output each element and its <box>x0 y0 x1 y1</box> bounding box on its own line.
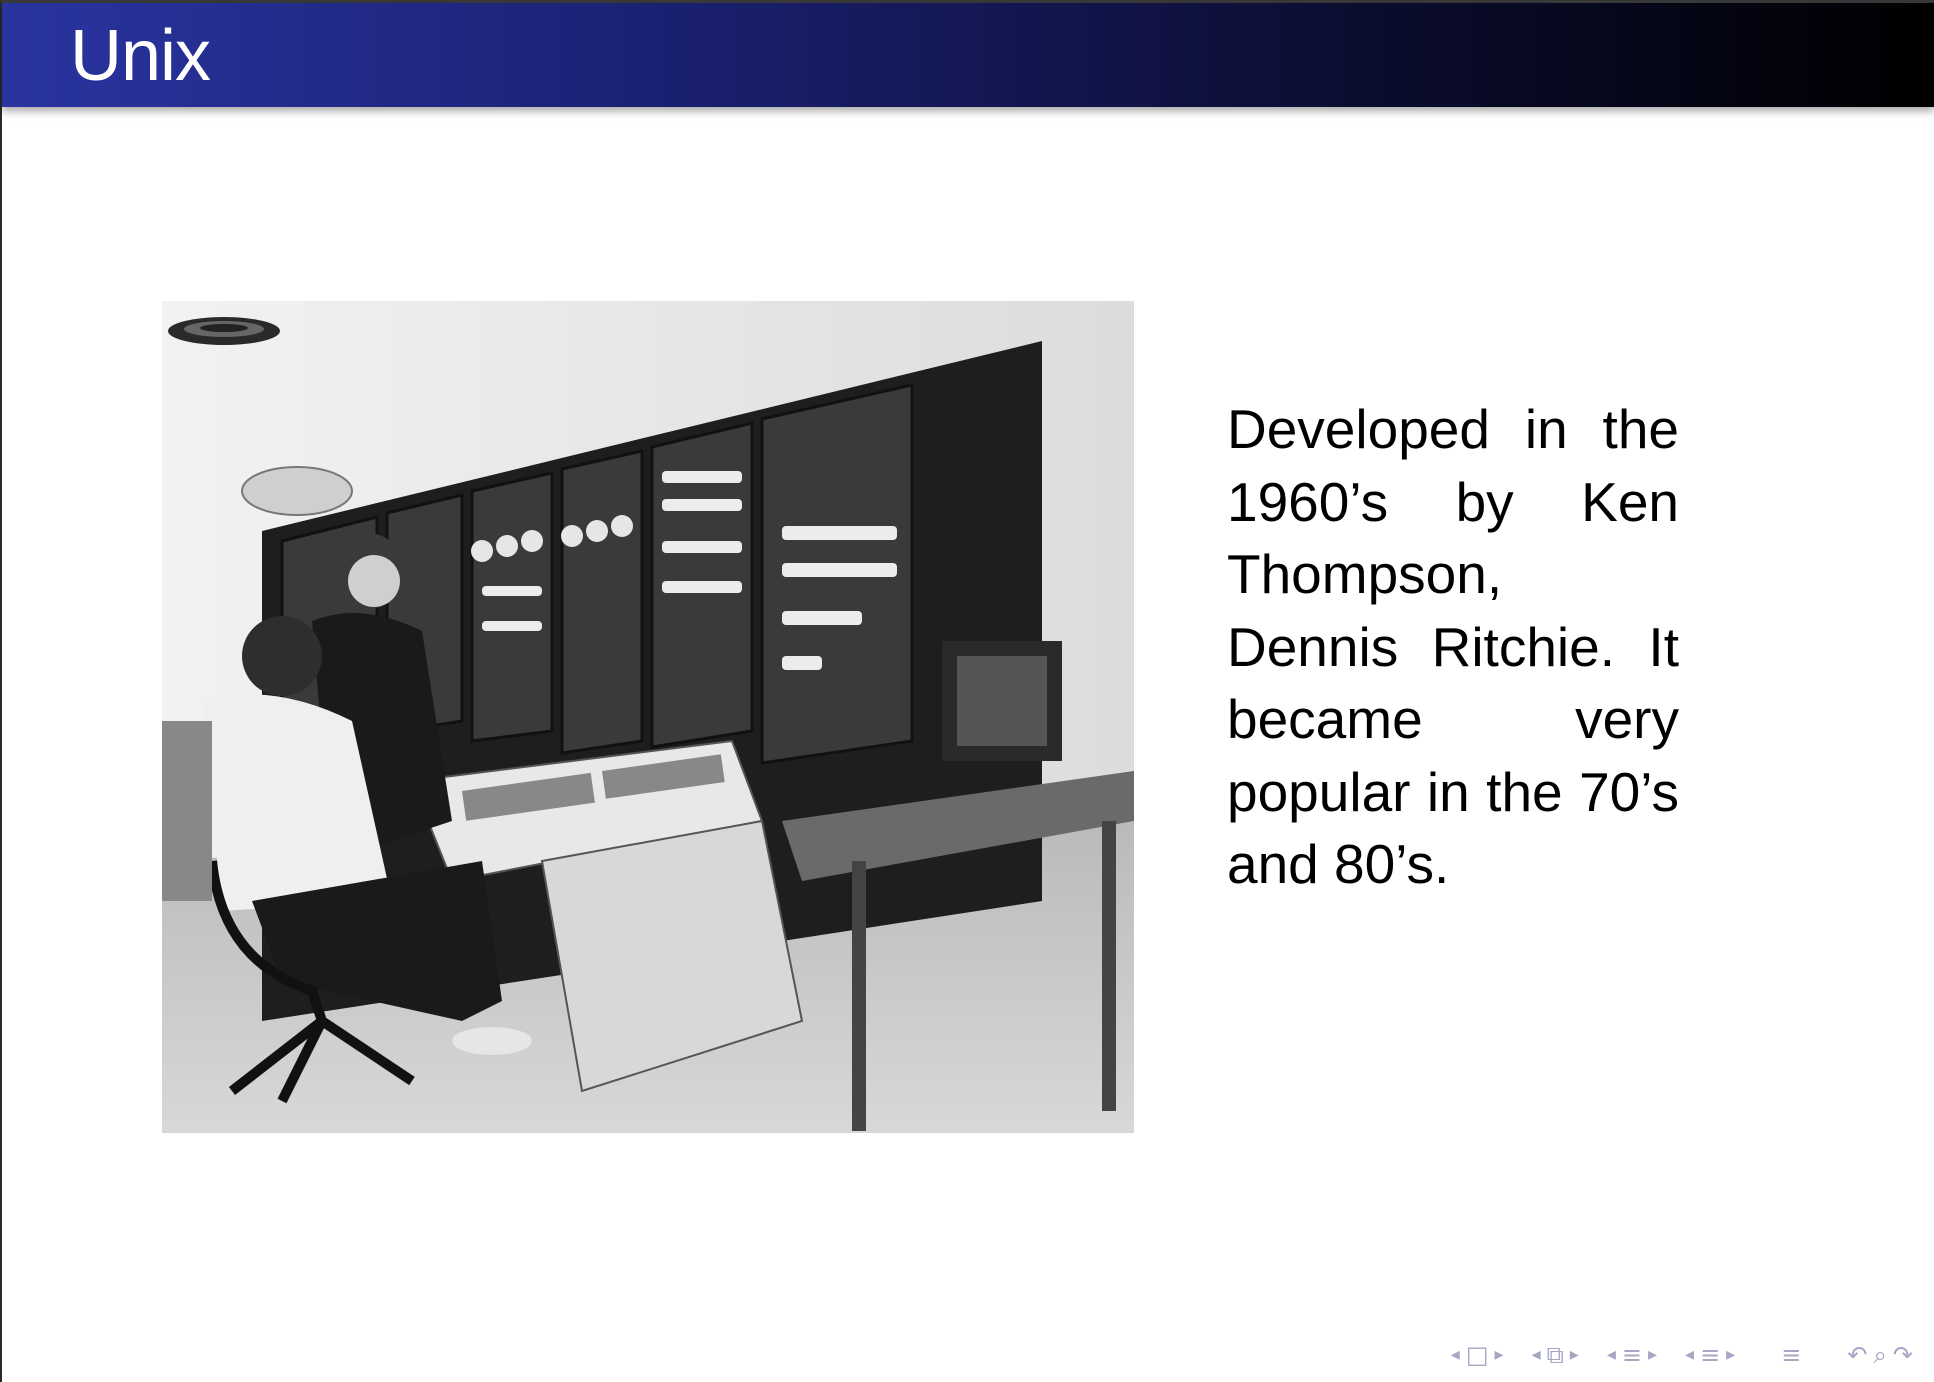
slide-title: Unix <box>70 16 211 96</box>
frame-icon[interactable]: □ <box>1465 1341 1489 1369</box>
forward-icon[interactable]: ↷ <box>1892 1341 1913 1369</box>
section-nav: ◂ ≡ ▸ <box>1604 1340 1660 1370</box>
title-bar: Unix <box>2 3 1934 107</box>
prev-subsection-icon[interactable]: ◂ <box>1531 1344 1541 1365</box>
back-icon[interactable]: ↶ <box>1847 1341 1868 1369</box>
subsection-icon[interactable]: ⧉ <box>1546 1341 1564 1369</box>
toc-nav: ≡ <box>1778 1340 1804 1370</box>
prev-section-icon[interactable]: ◂ <box>1606 1344 1616 1365</box>
subsection-nav: ◂ ⧉ ▸ <box>1529 1340 1582 1370</box>
search-icon[interactable]: ⌕ <box>1873 1341 1887 1369</box>
table-of-contents-icon[interactable]: ≡ <box>1781 1341 1802 1369</box>
document-icon[interactable]: ≡ <box>1700 1341 1721 1369</box>
beamer-navigation-bar: ◂ □ ▸ ◂ ⧉ ▸ ◂ ≡ ▸ ◂ ≡ ▸ ≡ ↶ ⌕ ↷ <box>1426 1340 1916 1370</box>
next-section-icon[interactable]: ▸ <box>1647 1344 1658 1365</box>
next-subsection-icon[interactable]: ▸ <box>1569 1344 1579 1365</box>
document-nav: ◂ ≡ ▸ <box>1682 1340 1738 1370</box>
section-icon[interactable]: ≡ <box>1621 1341 1642 1369</box>
next-frame-icon[interactable]: ▸ <box>1494 1344 1504 1365</box>
frame-nav: ◂ □ ▸ <box>1448 1340 1507 1370</box>
prev-frame-icon[interactable]: ◂ <box>1450 1344 1460 1365</box>
search-nav: ↶ ⌕ ↷ <box>1844 1340 1916 1370</box>
prev-document-icon[interactable]: ◂ <box>1685 1344 1695 1365</box>
historical-photo: photograph-of-pdp-11-computer-and-operat… <box>162 301 1134 1133</box>
slide-body-text: Developed in the 1960’s by Ken Thompson,… <box>1227 398 1679 895</box>
next-document-icon[interactable]: ▸ <box>1726 1344 1736 1365</box>
